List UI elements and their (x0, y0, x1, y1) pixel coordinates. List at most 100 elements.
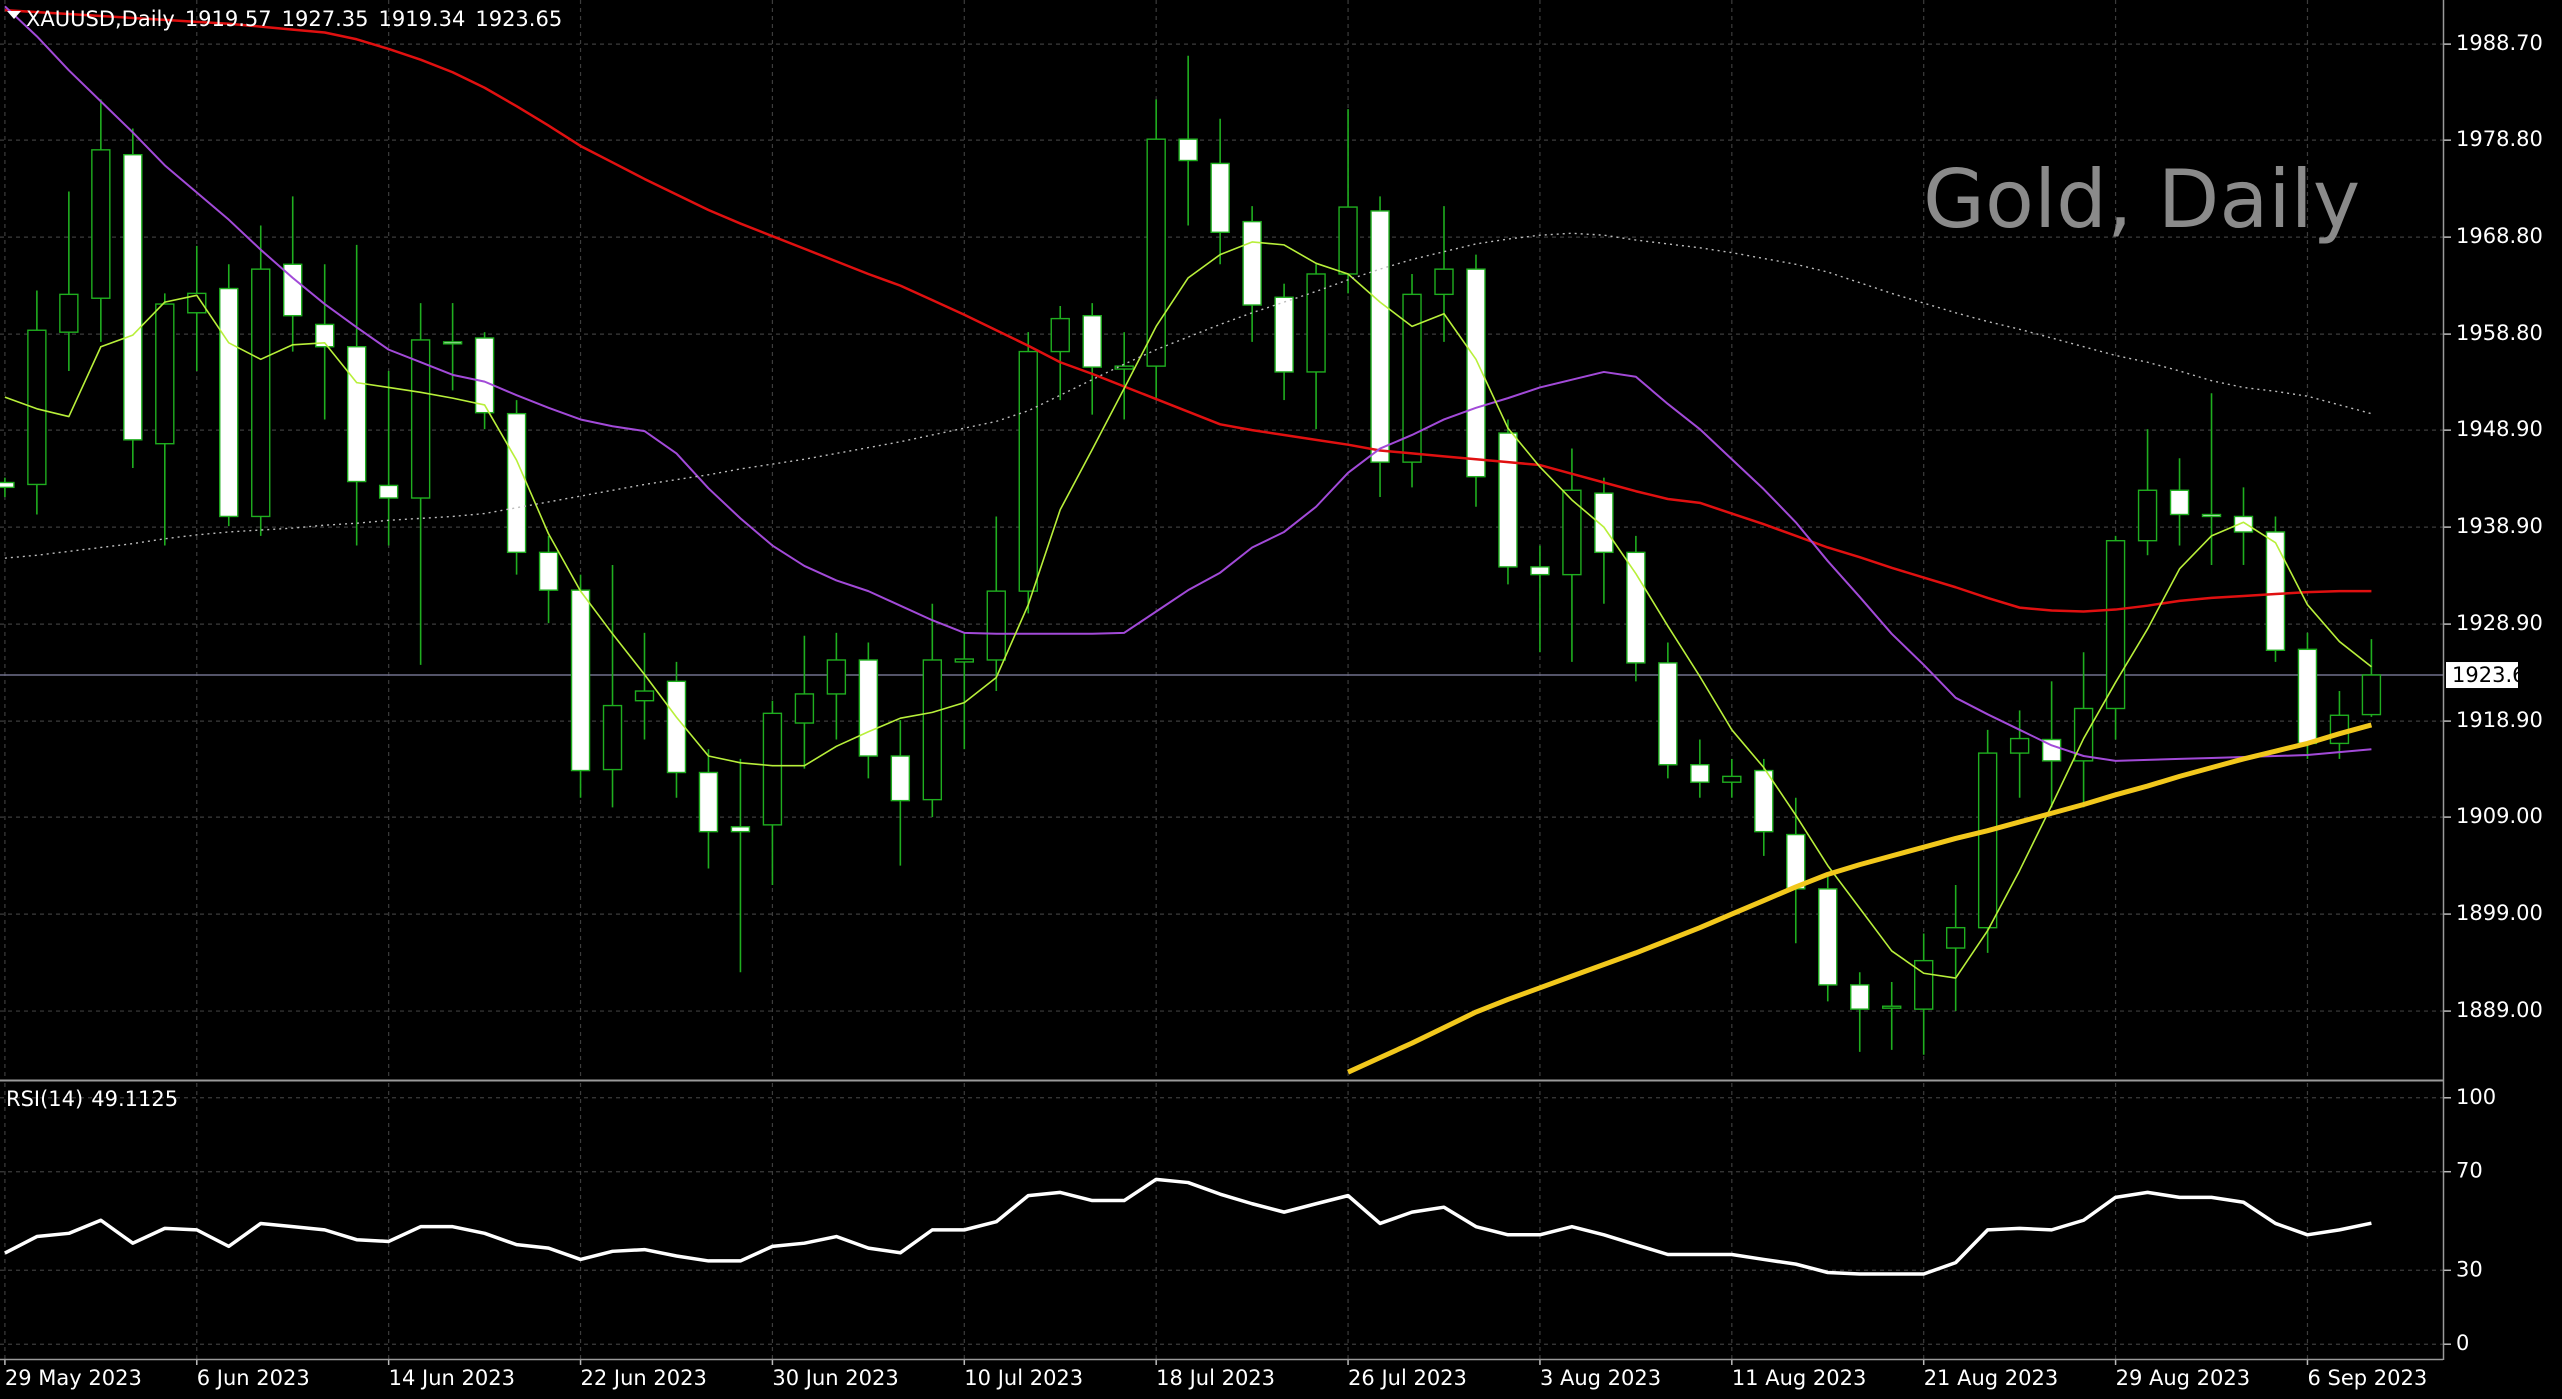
candle-body (1466, 268, 1486, 478)
candle-body (2169, 489, 2190, 516)
candle-body (1274, 296, 1294, 373)
candle-body (1114, 365, 1134, 370)
candle-body (1626, 551, 1646, 664)
y-tick-label: 0 (2456, 1331, 2469, 1355)
candle-body (1210, 162, 1230, 233)
rsi-last-value: 49.1125 (91, 1087, 178, 1111)
candle-body (474, 337, 495, 414)
indicator-line (4, 8, 2372, 613)
candle-body (1850, 984, 1870, 1010)
candle-body (59, 293, 79, 333)
candle-body (2233, 515, 2254, 533)
candle-body (762, 712, 783, 826)
rsi-panel (4, 1177, 2372, 1276)
candle-body (0, 481, 15, 489)
ohlc-close: 1923.65 (475, 7, 562, 31)
candle-body (634, 690, 655, 702)
candle-body (794, 693, 815, 724)
candle-body (730, 826, 751, 833)
x-tick-label: 3 Aug 2023 (1540, 1366, 1661, 1390)
candle-body (538, 551, 559, 591)
candle-body (1434, 268, 1454, 296)
candle-body (1945, 926, 1966, 949)
candle-body (954, 658, 974, 663)
last-price-box (2446, 662, 2518, 689)
candle-body (1658, 662, 1678, 766)
candle-body (1594, 492, 1614, 554)
y-tick-label: 70 (2456, 1159, 2483, 1183)
y-tick-label: 1918.90 (2456, 708, 2543, 732)
x-tick-label: 10 Jul 2023 (964, 1366, 1083, 1390)
candle-body (602, 704, 623, 771)
symbol-header: XAUUSD,Daily 1919.57 1927.35 1919.34 1923.65 (26, 7, 562, 31)
candle-body (2041, 738, 2062, 762)
candle-body (1562, 489, 1582, 576)
candle-body (283, 263, 303, 317)
symbol-menu-arrow[interactable] (7, 11, 21, 19)
x-tick-label: 6 Sep 2023 (2307, 1366, 2427, 1390)
candle-body (1722, 775, 1742, 783)
candle-body (1882, 1005, 1902, 1009)
x-tick-label: 11 Aug 2023 (1732, 1366, 1867, 1390)
y-tick-label: 1948.90 (2456, 417, 2543, 441)
candle-body (2201, 513, 2222, 518)
candle-body (506, 412, 527, 554)
candle-body (666, 680, 687, 774)
y-tick-label: 1928.90 (2456, 611, 2543, 635)
x-tick-label: 26 Jul 2023 (1348, 1366, 1467, 1390)
candle-body (1306, 273, 1326, 373)
ohlc-low: 1919.34 (379, 7, 466, 31)
x-tick-label: 22 Jun 2023 (581, 1366, 707, 1390)
ohlc-high: 1927.35 (282, 7, 369, 31)
x-tick-label: 29 Aug 2023 (2116, 1366, 2251, 1390)
candle-body (2265, 531, 2286, 651)
candle-body (1498, 432, 1518, 568)
candle-body (2361, 674, 2382, 716)
symbol: XAUUSD,Daily (26, 7, 175, 31)
watermark: Gold, Daily (1923, 153, 2360, 246)
rsi-title: RSI(14) (6, 1087, 83, 1111)
candle-body (2009, 737, 2030, 754)
candle-body (1178, 138, 1198, 162)
candle-body (858, 659, 879, 757)
candle-body (1242, 220, 1262, 306)
candle-body (2105, 539, 2126, 710)
rsi-header: RSI(14) 49.1125 (6, 1087, 178, 1111)
y-tick-label: 1889.00 (2456, 998, 2543, 1022)
axes: 1889.00 1899.00 1909.00 1918.90 1928.90 1938.… (4, 31, 2543, 1390)
candle-body (1402, 293, 1422, 463)
y-tick-label: 1899.00 (2456, 901, 2543, 925)
candle-body (155, 303, 175, 445)
candle-body (986, 590, 1006, 661)
candle-body (1082, 314, 1102, 368)
candle-body (1530, 566, 1550, 576)
y-tick-label: 1988.70 (2456, 31, 2543, 55)
y-tick-label: 1909.00 (2456, 804, 2543, 828)
indicator-line (4, 241, 2372, 979)
candle-body (1370, 210, 1390, 463)
candle-body (346, 346, 367, 483)
last-price-label: 1923.65 (2452, 663, 2539, 687)
candle-body (27, 329, 47, 486)
y-tick-label: 100 (2456, 1085, 2496, 1109)
candle-body (251, 268, 271, 518)
candle-body (1786, 833, 1806, 890)
candle-body (1018, 350, 1038, 592)
candle-body (922, 659, 943, 801)
candle-body (1818, 888, 1838, 986)
indicator-line (4, 1177, 2372, 1276)
candle-body (570, 589, 591, 772)
candle-body (410, 339, 431, 499)
candle-body (187, 292, 207, 314)
indicator-line (1347, 722, 2373, 1075)
candle-body (219, 287, 239, 518)
candle-body (2297, 648, 2318, 745)
x-tick-label: 21 Aug 2023 (1924, 1366, 2059, 1390)
candle-body (1754, 769, 1774, 833)
x-tick-label: 30 Jun 2023 (772, 1366, 898, 1390)
candle-body (2137, 489, 2158, 542)
x-tick-label: 14 Jun 2023 (389, 1366, 515, 1390)
candle-body (123, 153, 143, 441)
